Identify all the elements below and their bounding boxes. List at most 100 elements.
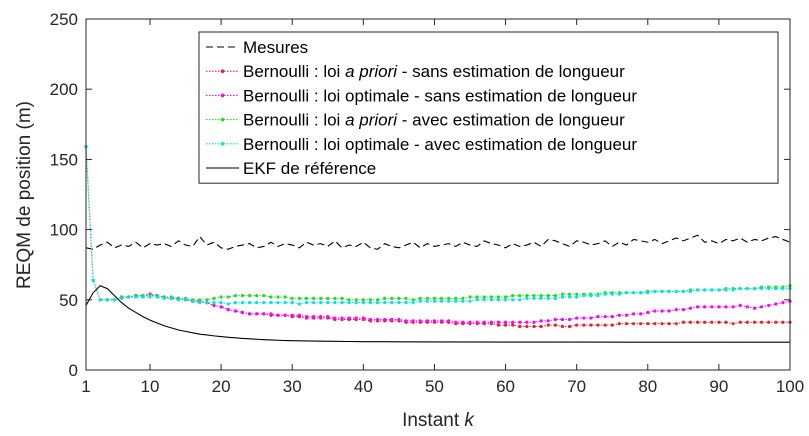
series-4-point-68 (567, 295, 572, 299)
series-4-point-60 (511, 298, 515, 302)
series-2-point-28 (283, 313, 287, 317)
series-4-point-94 (752, 286, 757, 291)
series-2-point-26 (269, 312, 273, 316)
series-2-point-92 (738, 303, 742, 308)
series-1-point-79 (646, 322, 650, 326)
series-4-point-29 (290, 301, 294, 305)
series-2-point-85 (688, 306, 693, 310)
series-3-point-46 (411, 298, 415, 302)
series-4-point-47 (418, 299, 422, 303)
series-3-point-58 (496, 295, 501, 299)
series-1-point-68 (567, 324, 572, 329)
series-1-point-59 (503, 323, 508, 327)
series-4-point-58 (496, 298, 501, 302)
series-4-point-40 (368, 301, 373, 305)
series-3-point-69 (575, 292, 579, 296)
series-2-point-78 (639, 312, 643, 316)
x-tick-label-7: 70 (567, 377, 586, 396)
series-4-point-23 (247, 301, 252, 305)
series-3-point-26 (269, 295, 273, 299)
series-3-point-27 (276, 295, 280, 299)
series-1-point-70 (582, 323, 586, 327)
y-tick-label-2: 100 (50, 221, 78, 240)
series-1-point-77 (631, 322, 636, 326)
series-2-point-57 (489, 320, 493, 324)
series-4-point-73 (603, 292, 607, 296)
series-4-point-88 (710, 288, 714, 292)
series-line-2 (85, 146, 791, 323)
series-2-point-55 (475, 320, 479, 324)
series-3-point-39 (361, 298, 365, 302)
series-3-point-65 (546, 293, 550, 298)
legend-label-1: Bernoulli : loi a priori - sans estimati… (243, 62, 625, 81)
series-4-point-38 (354, 301, 358, 305)
series-2-point-40 (368, 317, 373, 322)
series-3-point-44 (397, 296, 401, 300)
x-tick-label-0: 1 (81, 377, 90, 396)
series-2-point-39 (361, 316, 365, 320)
series-2-point-83 (674, 308, 678, 312)
series-2-point-48 (425, 319, 429, 323)
x-tick-label-10: 100 (776, 377, 804, 396)
series-2-point-36 (340, 316, 344, 320)
series-4-point-33 (319, 301, 323, 305)
y-tick-label-3: 150 (50, 150, 78, 169)
series-4-point-46 (411, 301, 415, 305)
series-2-point-18 (212, 303, 216, 308)
legend-entry-5: EKF de référence (206, 159, 376, 178)
series-3-point-19 (219, 295, 223, 299)
series-4-point-41 (375, 301, 380, 305)
series-2-point-20 (226, 308, 230, 312)
series-0 (85, 234, 791, 250)
series-4-point-37 (347, 301, 351, 305)
series-4-point-25 (262, 301, 266, 305)
series-4-point-21 (233, 301, 237, 305)
series-1-point-88 (710, 320, 714, 324)
series-4-point-16 (198, 301, 202, 305)
series-1-point-94 (752, 320, 757, 324)
series-line-4 (85, 146, 790, 305)
series-3-point-36 (340, 296, 344, 300)
series-4-point-50 (439, 299, 444, 303)
series-4-point-13 (176, 298, 181, 302)
series-4-point-53 (461, 299, 465, 303)
series-3-point-57 (489, 295, 493, 299)
series-1-point-66 (553, 323, 557, 327)
series-2-point-30 (297, 313, 301, 317)
legend-label-1-part-2: - sans estimation de longueur (397, 62, 625, 81)
series-2-point-47 (418, 319, 422, 323)
series-4-point-79 (646, 291, 650, 295)
series-4-point-49 (432, 299, 437, 303)
series-4-point-56 (482, 298, 486, 302)
series-3-point-61 (518, 293, 522, 298)
x-tick-label-3: 30 (283, 377, 302, 396)
series-4-point-42 (383, 301, 387, 305)
series-4-point-55 (475, 298, 479, 302)
series-3-point-40 (368, 298, 373, 302)
series-2-point-82 (667, 309, 671, 313)
series-4-point-54 (468, 299, 472, 303)
series-4 (84, 145, 792, 306)
series-layer (84, 145, 792, 343)
series-4-point-63 (532, 296, 536, 300)
series-2-point-25 (262, 312, 266, 316)
series-3-point-53 (461, 296, 465, 300)
series-2-point-64 (539, 319, 543, 323)
series-3-point-25 (262, 293, 266, 298)
series-1-point-75 (617, 322, 621, 326)
legend-marker-3 (220, 117, 225, 122)
x-tick-label-4: 40 (354, 377, 373, 396)
series-2-point-89 (717, 305, 721, 309)
series-2-point-31 (304, 315, 309, 319)
series-4-point-26 (269, 301, 273, 305)
series-2-point-53 (461, 320, 465, 324)
series-4-point-18 (212, 301, 216, 305)
series-4-point-39 (361, 301, 365, 305)
series-4-point-22 (240, 301, 245, 305)
y-tick-label-0: 0 (69, 361, 78, 380)
x-axis-label: Instant k (402, 410, 475, 431)
series-2-point-58 (496, 320, 501, 324)
series-4-point-19 (219, 301, 223, 305)
series-2-point-72 (596, 315, 600, 319)
series-2-point-27 (276, 313, 280, 317)
